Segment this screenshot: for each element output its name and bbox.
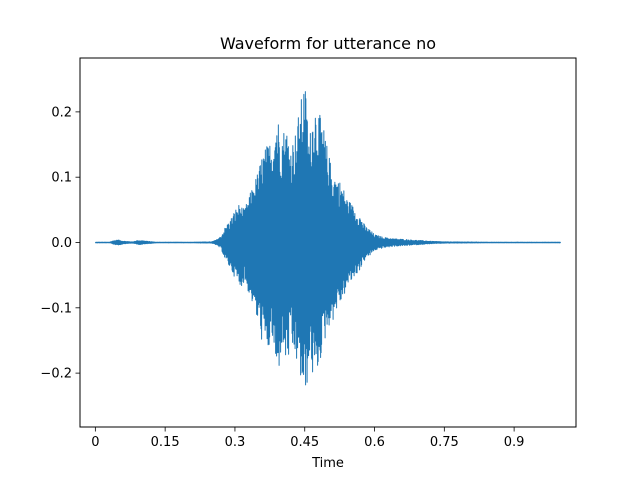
x-tick-label: 0.3	[225, 435, 246, 450]
x-tick-label: 0	[91, 435, 99, 450]
y-tick-label: 0.2	[51, 105, 72, 120]
x-tick-label: 0.15	[151, 435, 180, 450]
y-tick-label: 0.1	[51, 171, 72, 186]
waveform-series-0	[94, 91, 562, 386]
y-tick-label: 0.0	[51, 236, 72, 251]
x-axis: 0 0.15 0.3 0.45 0.6 0.75 0.9	[91, 427, 524, 450]
y-axis: −0.2 −0.1 0.0 0.1 0.2	[40, 105, 80, 382]
y-tick-label: −0.2	[40, 367, 72, 382]
axes-frame	[79, 57, 577, 428]
x-tick-label: 0.6	[364, 435, 385, 450]
y-tick-label: −0.1	[40, 301, 72, 316]
x-tick-label: 0.9	[504, 435, 525, 450]
x-tick-label: 0.75	[430, 435, 459, 450]
plot-area	[94, 91, 562, 386]
x-axis-title: Time	[311, 456, 344, 471]
x-tick-label: 0.45	[290, 435, 319, 450]
chart-title: Waveform for utterance no	[220, 34, 436, 53]
